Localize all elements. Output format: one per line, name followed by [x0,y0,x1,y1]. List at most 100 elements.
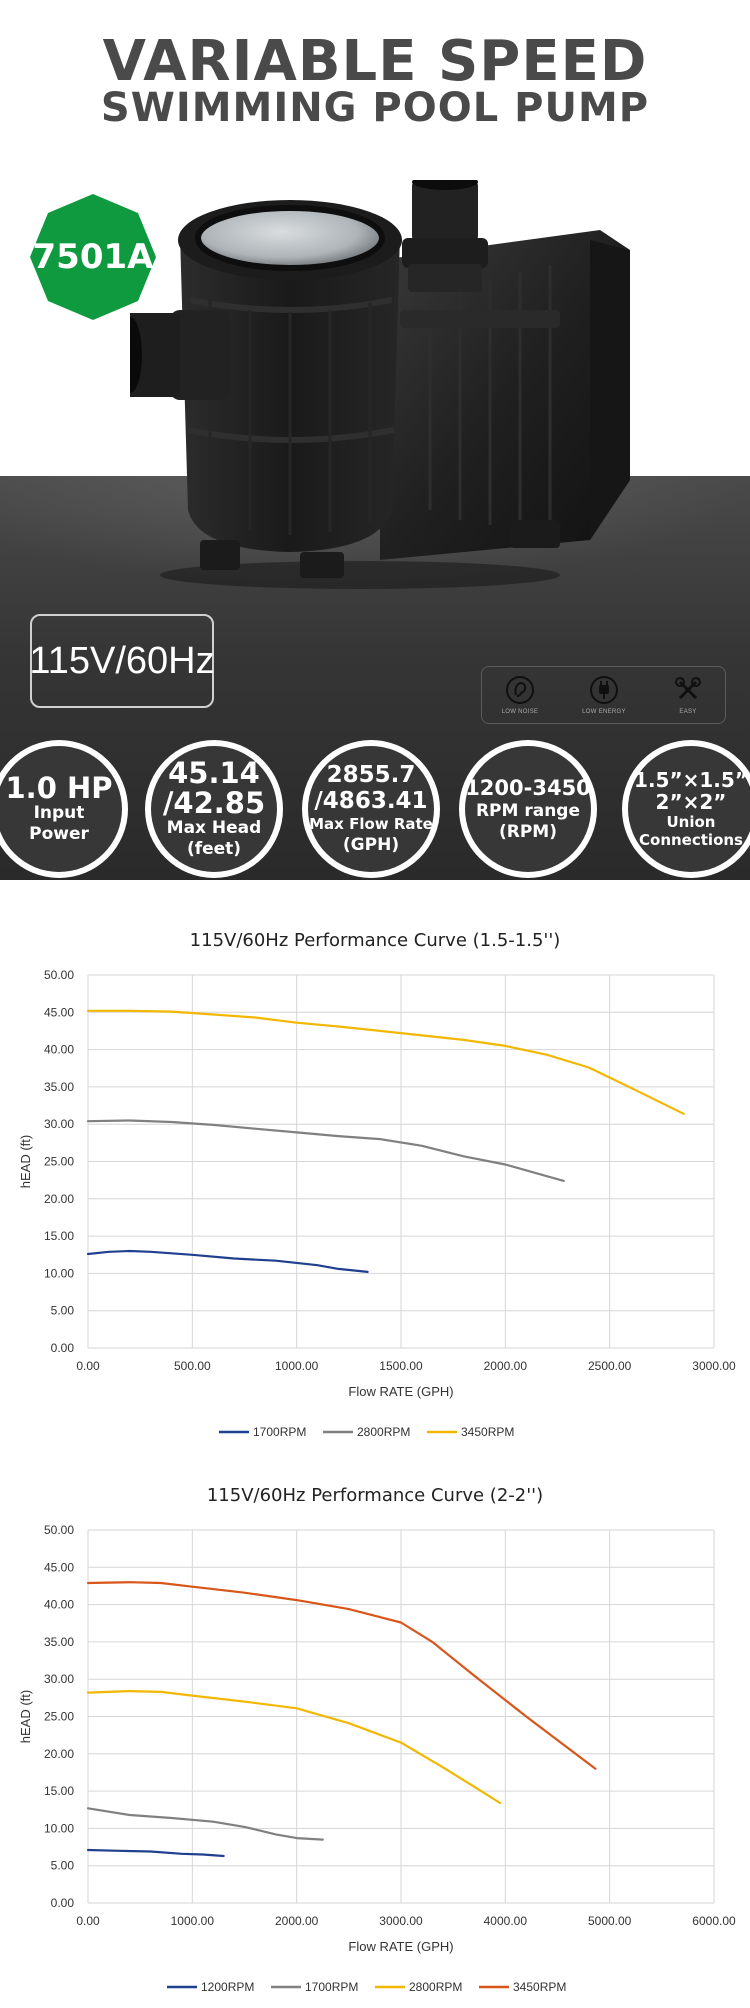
ear-icon [506,676,534,704]
y-tick-label: 0.00 [51,1896,75,1910]
page-subtitle: SWIMMING POOL PUMP [100,85,650,131]
y-tick-label: 35.00 [44,1080,74,1094]
x-tick-label: 2000.00 [275,1914,319,1928]
chart-title: 115V/60Hz Performance Curve (2-2'') [207,1485,543,1506]
spec-label: RPM range [475,801,581,821]
x-tick-label: 2000.00 [484,1359,528,1373]
spec-label: (feet) [186,839,242,859]
legend-label: 1700RPM [305,1980,358,1994]
chart-title: 115V/60Hz Performance Curve (1.5-1.5'') [190,930,561,951]
feature-easy: EASY [652,675,724,716]
chart-svg: 115V/60Hz Performance Curve (1.5-1.5'') 0… [18,930,736,1439]
spec-value: /4863.41 [314,788,428,814]
y-tick-label: 20.00 [44,1747,74,1761]
y-tick-label: 5.00 [51,1304,75,1318]
voltage-label: 115V/60Hz [29,614,215,708]
y-tick-label: 25.00 [44,1710,74,1724]
product-hero: VARIABLE SPEED SWIMMING POOL PUMP 7501A [0,0,750,880]
spec-label: Max Head [166,818,262,838]
y-tick-label: 50.00 [44,1523,74,1537]
spec-value: 1200-3450 [465,776,591,800]
legend-label: 1700RPM [253,1425,306,1439]
series-line-2800rpm [86,1119,565,1182]
x-tick-label: 5000.00 [588,1914,632,1928]
y-tick-label: 25.00 [44,1155,74,1169]
series-line-1200rpm [86,1848,225,1858]
spec-max-head: 45.14 /42.85 Max Head (feet) [145,740,283,878]
series-line-3450rpm [86,1009,685,1115]
x-axis-label: Flow RATE (GPH) [348,1384,453,1399]
spec-rpm-range: 1200-3450 RPM range (RPM) [459,740,597,878]
x-tick-label: 3000.00 [692,1359,736,1373]
pump-image [130,180,630,589]
y-tick-label: 0.00 [51,1341,75,1355]
series-line-2800rpm [86,1690,502,1805]
x-tick-label: 0.00 [76,1914,100,1928]
feature-low-energy: LOW ENERGY [568,675,640,716]
spec-label: (GPH) [342,835,400,855]
performance-chart-2-2: 115V/60Hz Performance Curve (2-2'') 0.00 5… [0,1475,750,2005]
y-tick-label: 15.00 [44,1784,74,1798]
feature-label: EASY [679,709,697,715]
octagon-shape [30,194,156,320]
feature-low-noise: LOW NOISE [484,675,556,716]
legend-label: 2800RPM [357,1425,410,1439]
y-axis-label: hEAD (ft) [18,1135,33,1188]
legend-label: 3450RPM [461,1425,514,1439]
x-tick-label: 1500.00 [379,1359,423,1373]
spec-label: Power [29,824,89,844]
spec-label: Union [666,813,716,831]
x-tick-label: 3000.00 [379,1914,423,1928]
y-tick-label: 45.00 [44,1560,74,1574]
feature-panel: LOW NOISE LOW ENERGY EASY [481,666,726,724]
x-tick-label: 1000.00 [171,1914,215,1928]
y-tick-label: 30.00 [44,1117,74,1131]
spec-value: 2855.7 [326,762,416,788]
spec-max-flow: 2855.7 /4863.41 Max Flow Rate (GPH) [302,740,440,878]
spec-label: (RPM) [498,822,557,842]
page-title: VARIABLE SPEED [102,29,648,94]
spec-value: 1.0 HP [5,771,113,805]
x-tick-label: 1000.00 [275,1359,319,1373]
y-tick-label: 35.00 [44,1635,74,1649]
y-tick-label: 15.00 [44,1229,74,1243]
tools-icon [675,677,701,700]
power-plug-icon [590,676,618,704]
y-tick-label: 40.00 [44,1598,74,1612]
x-tick-label: 0.00 [76,1359,100,1373]
y-tick-label: 50.00 [44,968,74,982]
spec-union-connections: 1.5”×1.5” 2”×2” Union Connections [622,740,750,878]
x-tick-label: 500.00 [174,1359,211,1373]
x-axis-label: Flow RATE (GPH) [348,1939,453,1954]
legend-label: 3450RPM [513,1980,566,1994]
spec-value: 2”×2” [655,790,727,814]
legend-label: 1200RPM [201,1980,254,1994]
spec-value: /42.85 [162,786,266,820]
x-tick-label: 2500.00 [588,1359,632,1373]
chart-svg: 115V/60Hz Performance Curve (2-2'') 0.00 5… [18,1485,736,1994]
spec-label: Max Flow Rate [309,815,433,833]
series-line-3450rpm [86,1581,597,1770]
y-tick-label: 40.00 [44,1043,74,1057]
spec-value: 45.14 [168,756,260,790]
x-tick-label: 6000.00 [692,1914,736,1928]
series-line-1700rpm [86,1249,369,1273]
feature-label: LOW NOISE [501,709,539,715]
spec-value: 1.5”×1.5” [634,768,748,792]
model-number: 7501A [32,237,154,277]
y-tick-label: 20.00 [44,1192,74,1206]
legend-label: 2800RPM [409,1980,462,1994]
spec-power: 1.0 HP Input Power [0,740,128,878]
spec-label: Input [33,803,85,823]
feature-label: LOW ENERGY [582,709,626,715]
y-tick-label: 10.00 [44,1821,74,1835]
y-tick-label: 45.00 [44,1005,74,1019]
model-badge: 7501A [28,192,158,322]
y-axis-label: hEAD (ft) [18,1690,33,1743]
spec-label: Connections [639,831,743,849]
performance-chart-1-5: 115V/60Hz Performance Curve (1.5-1.5'') 0… [0,920,750,1450]
y-tick-label: 5.00 [51,1859,75,1873]
series-line-1700rpm [86,1807,324,1841]
y-tick-label: 30.00 [44,1672,74,1686]
x-tick-label: 4000.00 [484,1914,528,1928]
